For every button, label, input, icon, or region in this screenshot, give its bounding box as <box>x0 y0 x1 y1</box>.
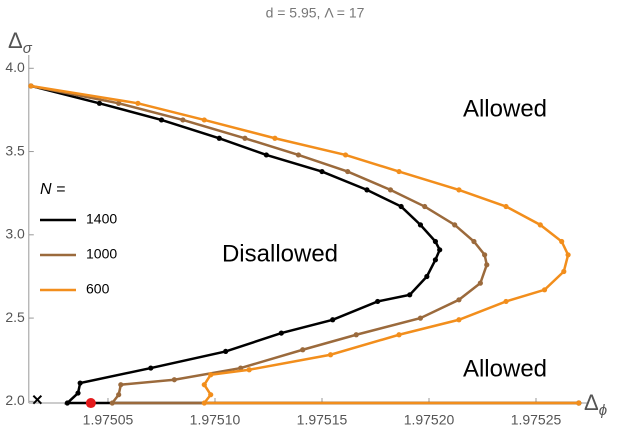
data-point <box>471 238 477 245</box>
data-point <box>484 262 490 268</box>
data-point <box>216 135 222 141</box>
data-point <box>148 365 154 371</box>
axis-label: Δϕ <box>584 390 607 419</box>
data-point <box>407 292 413 298</box>
data-point <box>456 317 462 323</box>
data-point <box>116 392 122 398</box>
y-tick-label: 3.5 <box>5 142 25 158</box>
marker-point <box>85 398 96 409</box>
data-point <box>477 280 483 286</box>
annotation: Allowed <box>463 95 547 122</box>
data-point <box>278 330 284 336</box>
data-point <box>398 203 404 210</box>
legend-label: 1000 <box>86 246 117 262</box>
data-point <box>387 187 394 193</box>
data-point <box>345 168 351 175</box>
axis-subscript: σ <box>23 40 33 57</box>
data-point <box>208 392 214 398</box>
data-point <box>263 152 269 158</box>
data-point <box>432 257 439 263</box>
data-point <box>327 352 334 358</box>
data-point <box>541 287 548 293</box>
data-point <box>246 367 252 373</box>
x-tick-label: 1.97520 <box>404 412 455 428</box>
data-point <box>300 347 306 353</box>
data-point <box>201 382 207 388</box>
x-tick-label: 1.97525 <box>511 412 562 428</box>
axis-symbol: Δ <box>584 390 599 415</box>
x-tick-label: 1.97505 <box>83 412 134 428</box>
data-point <box>396 168 402 175</box>
data-point <box>158 117 165 123</box>
annotation: Allowed <box>463 355 547 382</box>
y-tick-label: 2.0 <box>5 392 25 408</box>
data-point <box>437 247 443 253</box>
legend-title: N = <box>40 181 65 198</box>
y-tick-label: 2.5 <box>5 309 25 325</box>
data-point <box>330 317 336 323</box>
legend-bg <box>34 176 120 306</box>
data-point <box>503 203 509 210</box>
data-point <box>75 390 81 396</box>
data-point <box>576 400 582 406</box>
marker-cross <box>32 394 43 405</box>
y-tick-label: 4.0 <box>5 59 25 75</box>
data-point <box>432 238 439 245</box>
data-point <box>109 400 115 406</box>
data-point <box>28 83 34 89</box>
data-point <box>342 152 349 158</box>
data-point <box>456 187 462 193</box>
data-point <box>565 252 571 258</box>
data-point <box>116 100 122 106</box>
data-point <box>417 315 424 321</box>
data-point <box>561 268 567 275</box>
axis-subscript: ϕ <box>599 402 607 419</box>
data-point <box>424 273 430 280</box>
data-point <box>272 135 278 141</box>
data-point <box>353 332 359 338</box>
data-point <box>223 348 229 355</box>
data-point <box>64 400 70 406</box>
data-point <box>295 152 302 158</box>
legend-label: 1400 <box>86 211 117 227</box>
data-point <box>135 100 141 106</box>
data-point <box>96 100 103 106</box>
data-point <box>396 332 402 338</box>
data-point <box>452 222 458 228</box>
data-point <box>180 117 186 123</box>
data-point <box>375 298 381 305</box>
x-tick-label: 1.97515 <box>297 412 348 428</box>
data-point <box>77 380 83 386</box>
data-point <box>201 117 207 123</box>
chart-title: d = 5.95, Λ = 17 <box>266 5 365 21</box>
data-point <box>422 203 428 210</box>
legend-label: 600 <box>86 281 110 297</box>
data-point <box>171 377 177 383</box>
data-point <box>201 400 207 406</box>
data-point <box>242 135 248 141</box>
axis-label: Δσ <box>8 28 33 57</box>
data-point <box>208 372 214 378</box>
axis-symbol: Δ <box>8 28 23 53</box>
data-point <box>537 222 543 228</box>
data-point <box>456 297 462 303</box>
data-point <box>482 252 488 258</box>
data-point <box>319 168 325 175</box>
data-point <box>118 382 124 388</box>
data-point <box>364 187 370 193</box>
data-point <box>417 222 424 228</box>
y-tick-label: 3.0 <box>5 226 25 242</box>
annotation: Disallowed <box>222 240 338 267</box>
data-point <box>503 298 509 305</box>
data-point <box>238 365 244 371</box>
data-point <box>559 238 565 245</box>
x-tick-label: 1.97510 <box>190 412 241 428</box>
